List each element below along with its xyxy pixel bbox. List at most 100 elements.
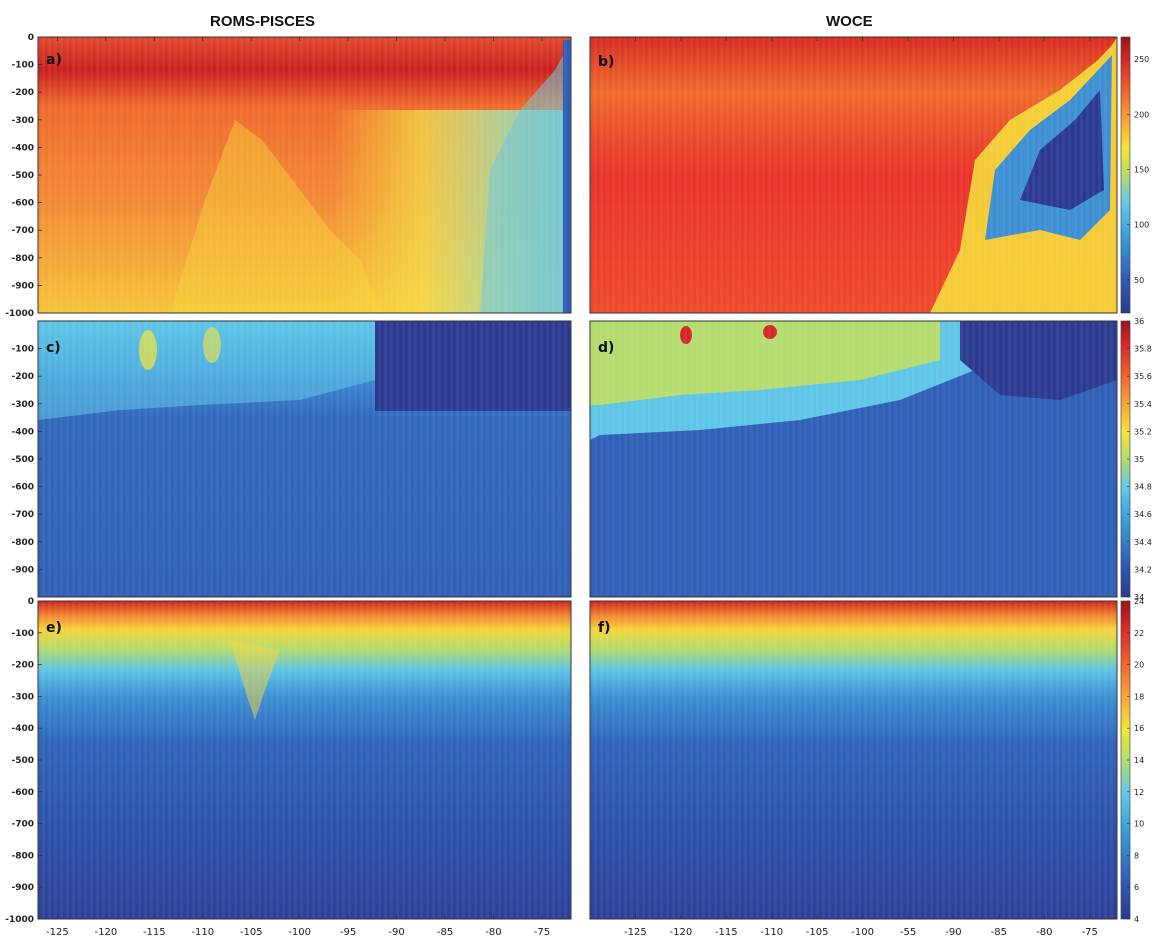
x-tick-label-f: -75 [1082,927,1098,938]
x-tick-label-e: -80 [485,927,501,938]
x-tick-label-e: -120 [94,927,117,938]
colorbar-f-tick-label: 18 [1134,692,1144,701]
colorbar-d-ticks: 36 35.8 35.6 35.4 35.2 35 34.8 34.6 34.4 34.2 34 [1127,317,1152,602]
x-tick-label-e: -100 [288,927,311,938]
y-tick-label-c: -200 [11,372,34,382]
colorbar-d-tick-label: 34.4 [1134,538,1152,547]
colorbar-d-tick-label: 36 [1134,317,1144,326]
panel-b-frame [589,36,1118,314]
colorbar-f-tick-label: 12 [1134,788,1144,797]
y-tick-label-c: -700 [11,510,34,520]
x-tick-label-e: -90 [388,927,404,938]
x-tick-label-f: -105 [806,927,829,938]
x-tick-label-e: -115 [143,927,166,938]
y-tick-label-e: -500 [11,756,34,766]
x-tick-label-f: -120 [670,927,693,938]
panel-c: c) [37,320,572,598]
panel-b: b) 250 200 150 100 50 [589,36,1149,314]
y-tick-label-a: -500 [11,171,34,181]
panel-c-label: c) [46,340,61,356]
y-tick-label-e: -800 [11,851,34,861]
x-tick-label-f: -55 [900,927,916,938]
panel-e-label: e) [46,620,62,636]
colorbar-d-tick-label: 35.2 [1134,427,1152,436]
y-tick-label-a: -800 [11,254,34,264]
panel-f-label: f) [598,620,611,636]
y-tick-label-c: -100 [11,345,34,355]
x-tick-label-e: -105 [240,927,263,938]
y-tick-label-a: 0 [28,33,34,43]
y-tick-label-a: -600 [11,199,34,209]
colorbar-f-tick-label: 24 [1134,597,1144,606]
y-tick-label-a: -200 [11,88,34,98]
axis-tick-labels: 0-100-200-300-400-500-600-700-800-900-10… [5,33,1098,938]
colorbar-f-tick-label: 22 [1134,629,1144,638]
y-tick-label-e: -200 [11,661,34,671]
colorbar-f-tick-label: 6 [1134,883,1139,892]
y-tick-label-a: -700 [11,226,34,236]
y-tick-label-a: -1000 [5,309,34,319]
colorbar-f-tick-label: 16 [1134,724,1144,733]
y-tick-label-e: -700 [11,820,34,830]
colorbar-d-tick-label: 35.8 [1134,345,1152,354]
y-tick-label-a: -400 [11,143,34,153]
x-tick-label-e: -95 [340,927,356,938]
colorbar-b [1120,36,1131,314]
x-tick-label-f: -85 [991,927,1007,938]
y-tick-label-e: -900 [11,883,34,893]
panel-e-texture [38,601,571,919]
y-tick-label-c: -400 [11,427,34,437]
y-tick-label-a: -900 [11,281,34,291]
x-tick-label-f: -80 [1036,927,1052,938]
x-tick-label-f: -125 [624,927,647,938]
x-tick-label-f: -115 [715,927,738,938]
colorbar-b-tick-label: 50 [1134,276,1144,285]
y-tick-label-e: 0 [28,597,34,607]
y-tick-label-e: -300 [11,692,34,702]
colorbar-f-ticks: 24 22 20 18 16 14 12 10 8 6 4 [1127,597,1144,924]
y-tick-label-e: -600 [11,788,34,798]
panel-c-texture [38,321,571,597]
y-tick-label-a: -100 [11,61,34,71]
colorbar-d-tick-label: 34.8 [1134,483,1152,492]
panel-a-label: a) [46,52,62,68]
colorbar-f-tick-label: 10 [1134,820,1144,829]
colorbar-f-tick-label: 8 [1134,851,1139,860]
x-tick-label-f: -110 [760,927,783,938]
panel-d-label: d) [598,340,614,356]
panel-a-texture [38,37,571,313]
panel-e: e) [37,600,572,920]
x-tick-label-e: -110 [191,927,214,938]
y-tick-label-c: -500 [11,455,34,465]
panel-b-label: b) [598,54,614,70]
colorbar-b-tick-label: 250 [1134,55,1149,64]
x-tick-label-e: -125 [46,927,69,938]
x-tick-label-f: -100 [851,927,874,938]
colorbar-d-tick-label: 34.6 [1134,510,1152,519]
y-tick-label-e: -400 [11,724,34,734]
panel-d-texture [590,321,1117,597]
y-tick-label-c: -800 [11,538,34,548]
colorbar-d-tick-label: 35.6 [1134,372,1152,381]
y-tick-label-a: -300 [11,116,34,126]
panel-f: f) 24 22 20 18 16 14 12 10 8 6 4 [589,597,1144,924]
y-tick-label-e: -1000 [5,915,34,925]
colorbar-b-tick-label: 150 [1134,165,1149,174]
x-tick-label-e: -75 [534,927,550,938]
y-tick-label-c: -900 [11,565,34,575]
y-tick-label-e: -100 [11,629,34,639]
colorbar-f-tick-label: 4 [1134,915,1139,924]
x-tick-label-e: -85 [437,927,453,938]
colorbar-d-tick-label: 34.2 [1134,565,1152,574]
y-tick-label-c: -300 [11,400,34,410]
colorbar-f-tick-label: 14 [1134,756,1144,765]
panel-b-texture [590,37,1117,313]
colorbar-b-tick-label: 200 [1134,110,1149,119]
x-tick-label-f: -90 [945,927,961,938]
colorbar-b-tick-label: 100 [1134,221,1149,230]
panel-a: a) [37,36,572,314]
column-title-roms: ROMS-PISCES [210,13,315,30]
colorbar-d-tick-label: 35.4 [1134,400,1152,409]
